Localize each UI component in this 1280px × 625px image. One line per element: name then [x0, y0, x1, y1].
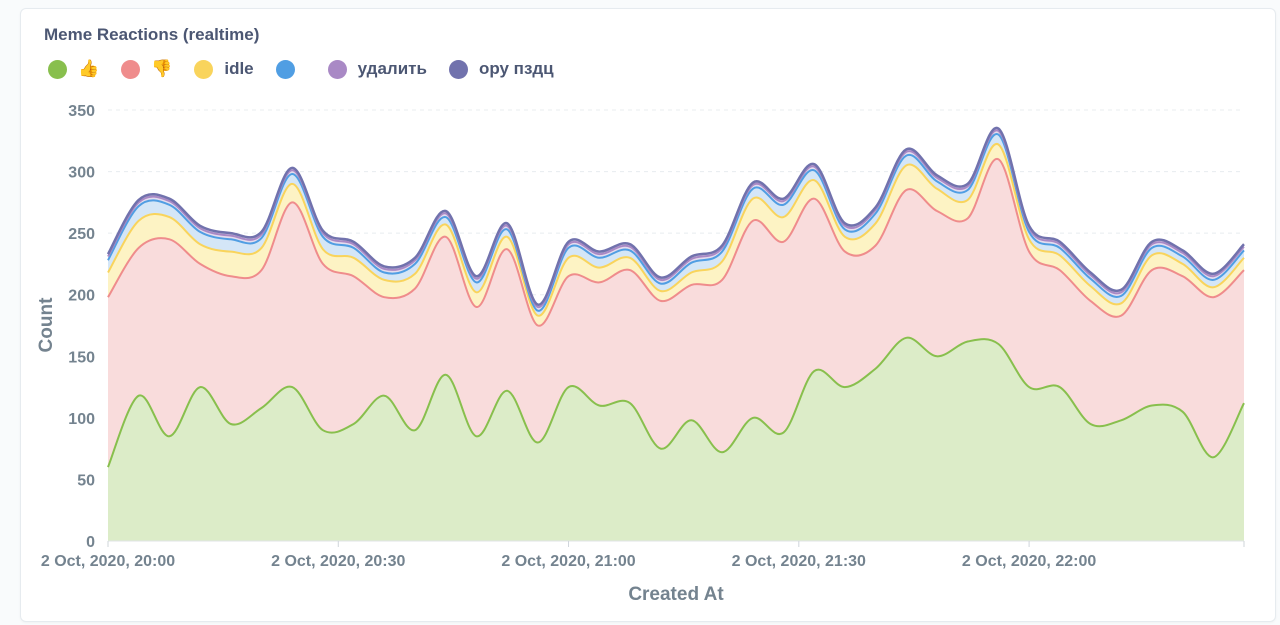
series-line[interactable]: [107, 336, 1245, 468]
legend-swatch: [121, 59, 141, 79]
y-tick-label: 200: [68, 288, 95, 305]
series-line[interactable]: [107, 133, 1245, 312]
legend-item[interactable]: [275, 59, 306, 79]
chart-lines: [106, 127, 1245, 468]
legend-label: ору пздц: [478, 59, 554, 78]
series-area: [108, 133, 1244, 316]
series-line[interactable]: [107, 158, 1245, 327]
series-line[interactable]: [106, 127, 1245, 306]
y-tick-label: 350: [68, 103, 95, 120]
y-tick-label: 300: [68, 165, 95, 182]
chart-title: Meme Reactions (realtime): [44, 25, 260, 44]
legend-item[interactable]: 👎: [121, 59, 172, 79]
y-tick-label: 250: [68, 226, 95, 243]
series-area: [108, 143, 1244, 326]
x-tick-label: 2 Oct, 2020, 21:00: [501, 553, 635, 570]
x-tick-label: 2 Oct, 2020, 22:00: [962, 553, 1096, 570]
legend-item[interactable]: idle: [194, 59, 254, 79]
y-tick-label: 0: [86, 534, 95, 551]
legend-item[interactable]: 👍: [48, 59, 99, 79]
series-line[interactable]: [107, 143, 1245, 317]
legend-item[interactable]: удалить: [327, 59, 427, 79]
chart-legend: 👍 👎 idle удалить ору пздц: [48, 59, 576, 79]
legend-swatch: [275, 59, 295, 79]
x-tick-label: 2 Oct, 2020, 20:30: [271, 553, 405, 570]
series-area: [108, 158, 1244, 468]
legend-label: idle: [224, 59, 254, 78]
y-axis-title: Count: [36, 297, 57, 353]
legend-label: 👍: [78, 59, 100, 78]
legend-swatch: [194, 59, 214, 79]
series-area: [108, 337, 1244, 541]
x-tick-label: 2 Oct, 2020, 20:00: [41, 553, 175, 570]
x-axis-title: Created At: [628, 584, 724, 605]
x-tick-label: 2 Oct, 2020, 21:30: [732, 553, 866, 570]
chart-axes: 0 50 100 150 200 250 300 350 2 Oct, 2020, 20:00 2…: [41, 103, 1245, 570]
y-tick-label: 100: [68, 411, 95, 428]
legend-swatch: [327, 59, 347, 79]
y-tick-label: 50: [77, 472, 95, 489]
legend-swatch: [448, 59, 468, 79]
legend-swatch: [48, 59, 67, 79]
legend-label: 👎: [151, 59, 173, 78]
legend-item[interactable]: ору пздц: [448, 59, 554, 79]
legend-label: удалить: [357, 59, 427, 78]
y-tick-label: 150: [68, 349, 95, 366]
